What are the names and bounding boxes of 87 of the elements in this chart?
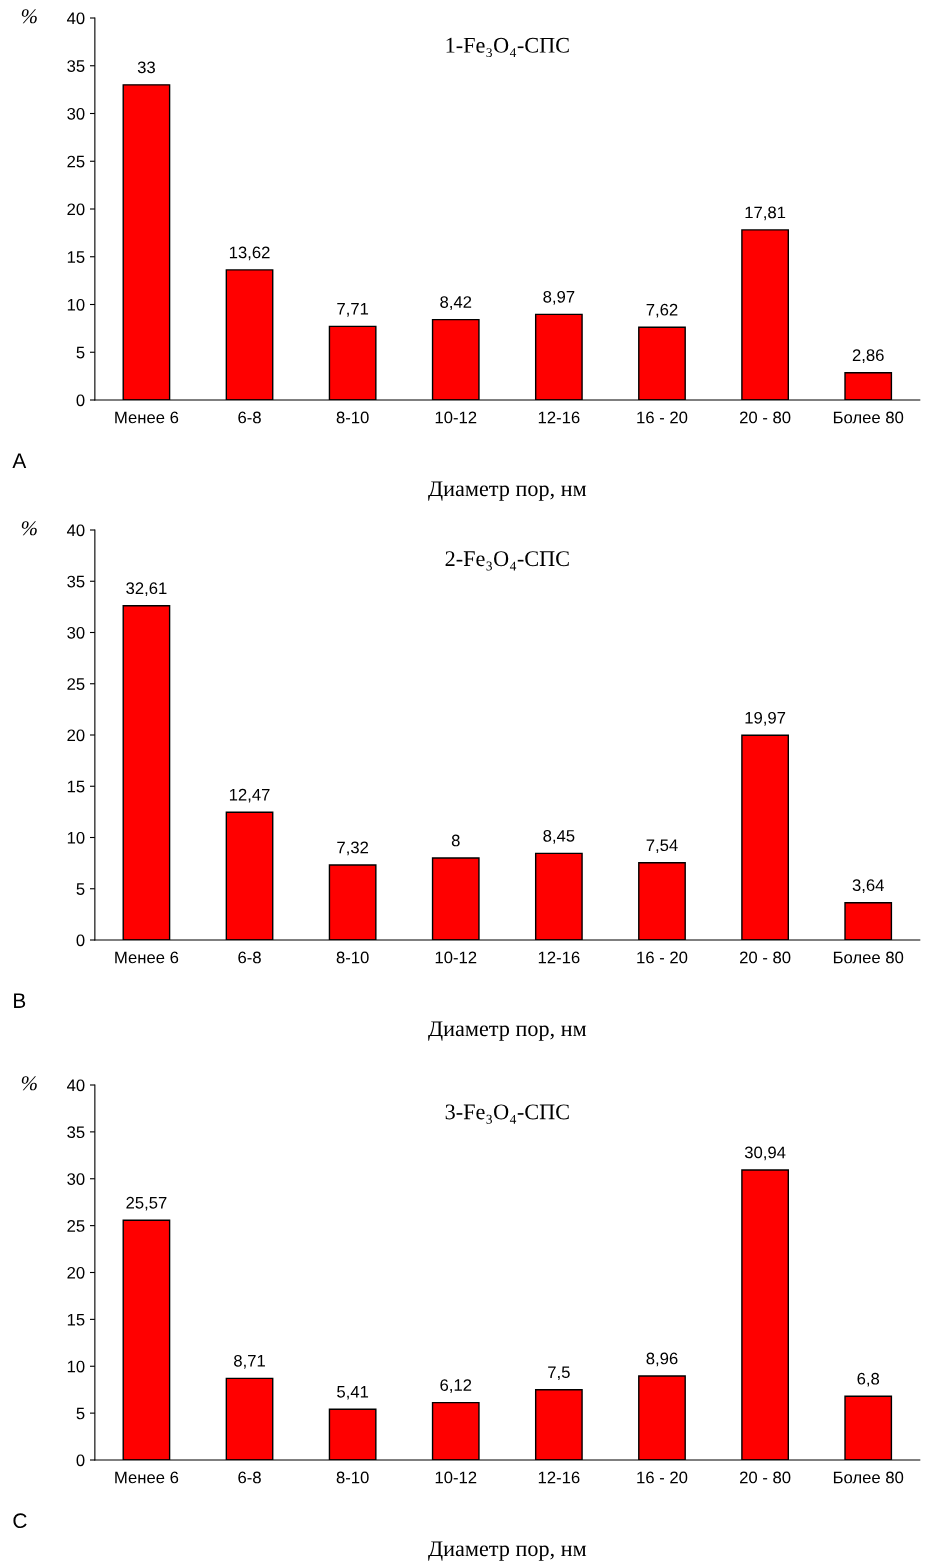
data-label: 8,45 [543,829,575,844]
y-tick-label: 5 [76,883,85,895]
data-label: 2,86 [852,349,884,364]
x-tick-label: 10-12 [435,1471,477,1484]
x-tick-label: Более 80 [833,1471,904,1484]
x-axis-title: Диаметр пор, нм [428,481,587,501]
x-tick-label: 12-16 [538,411,580,424]
y-tick-label: 10 [67,298,85,311]
y-tick-label: 35 [67,60,85,72]
x-tick-label: Более 80 [833,411,904,424]
x-tick-label: Менее 6 [115,1471,179,1484]
data-label: 32,61 [126,582,167,597]
text: 2-Fe₃O₄-СПС [445,551,569,571]
data-label: 5,41 [337,1386,369,1400]
data-label: 8,96 [646,1352,678,1367]
x-tick-label: 16 - 20 [637,411,688,424]
data-label: 33 [137,61,155,74]
data-label: 7,71 [337,303,369,317]
y-tick-label: 10 [67,831,85,844]
data-label: 7,62 [646,303,678,318]
y-tick-label: 40 [66,524,85,537]
x-tick-label: 10-12 [435,411,477,424]
data-label: 19,97 [745,711,786,726]
y-tick-label: 15 [67,251,85,263]
data-label: 13,62 [229,246,270,261]
data-label: 17,81 [745,206,786,221]
x-tick-label: Менее 6 [115,951,179,964]
y-tick-label: 0 [76,394,85,407]
y-tick-label: 5 [76,1407,85,1420]
y-tick-label: 25 [67,155,85,168]
x-tick-label: 20 - 80 [740,1471,791,1484]
data-label: 8,97 [543,290,575,305]
data-label: 25,57 [126,1196,167,1211]
text: C [13,1513,27,1529]
x-tick-label: 8-10 [336,411,369,424]
text: 3-Fe₃O₄-СПС [445,1104,569,1124]
data-label: 30,94 [744,1146,786,1161]
data-label: 6,12 [440,1379,472,1393]
x-tick-label: 20 - 80 [740,411,791,424]
y-tick-label: 25 [67,1220,85,1232]
y-tick-label: 15 [67,1313,85,1326]
x-tick-label: 6-8 [238,1471,261,1484]
data-label: 3,64 [852,879,884,894]
x-tick-label: Более 80 [833,951,904,964]
y-tick-label: 35 [67,575,85,588]
x-tick-label: Менее 6 [115,411,179,424]
y-axis-title: % [21,9,37,24]
x-tick-label: 10-12 [435,951,477,964]
data-label: 7,32 [337,841,369,856]
text: 1-Fe₃O₄-СПС [446,37,569,58]
x-axis-title: Диаметр пор, нм [428,1541,587,1561]
x-tick-label: 8-10 [336,1471,369,1484]
y-tick-label: 0 [76,1454,85,1467]
y-tick-label: 5 [76,346,85,359]
x-tick-label: 12-16 [538,1471,580,1484]
x-tick-label: 6-8 [238,951,261,964]
x-tick-label: 20 - 80 [740,951,791,964]
x-tick-label: 16 - 20 [637,951,688,964]
y-tick-label: 20 [67,729,85,742]
y-tick-label: 30 [67,107,85,120]
x-tick-label: 12-16 [538,951,580,964]
y-axis-title: % [21,521,37,536]
y-tick-label: 15 [67,780,85,793]
y-tick-label: 30 [67,626,85,639]
y-tick-label: 20 [67,203,85,216]
data-label: 7,54 [646,839,678,854]
y-tick-label: 10 [67,1360,85,1373]
data-label: 8,42 [440,296,472,310]
y-tick-label: 40 [66,12,85,25]
data-label: 7,5 [548,1366,570,1381]
data-label: 8,71 [234,1354,265,1369]
x-tick-label: 6-8 [238,411,261,424]
y-tick-label: 35 [67,1126,85,1139]
x-axis-title: Диаметр пор, нм [428,1021,587,1041]
x-tick-label: 16 - 20 [637,1471,688,1484]
x-tick-label: 8-10 [336,951,369,964]
text: B [14,993,26,1008]
text: A [12,453,27,468]
y-tick-label: 20 [67,1266,85,1279]
y-axis-title: % [21,1076,37,1091]
data-label: 6,8 [857,1372,880,1387]
y-tick-label: 0 [76,934,85,947]
data-label: 12,47 [229,788,270,803]
data-label: 8 [451,834,460,847]
y-tick-label: 25 [67,678,85,690]
y-tick-label: 40 [66,1079,85,1092]
y-tick-label: 30 [67,1173,85,1185]
